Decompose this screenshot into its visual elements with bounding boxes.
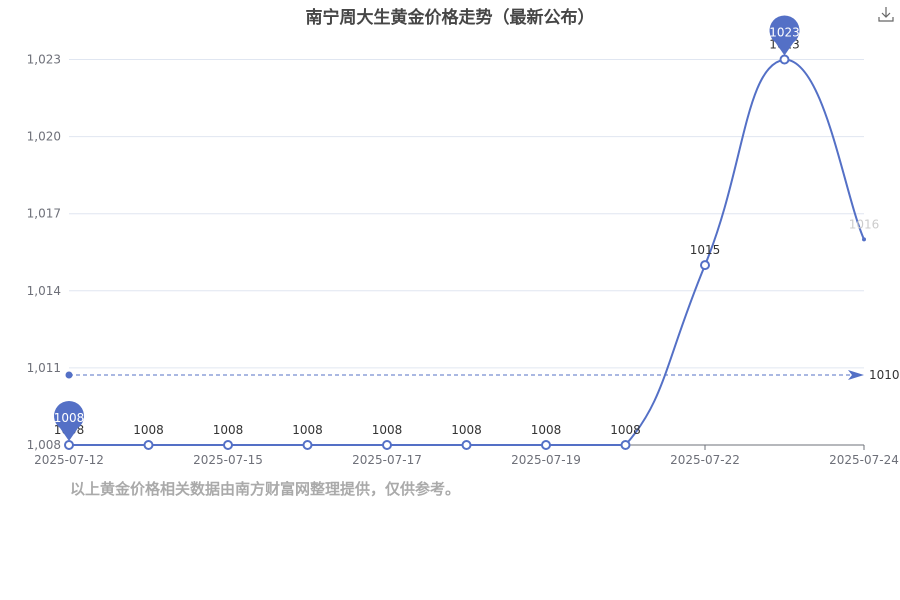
data-label: 1008 [451,423,482,437]
average-label: 1010 [869,368,900,382]
data-point [541,440,551,450]
chart-title: 南宁周大生黄金价格走势（最新公布） [305,8,595,28]
y-tick-label: 1,008 [27,438,61,452]
data-point [779,54,790,65]
data-point [620,440,631,450]
data-label: 1016 [849,217,880,231]
y-tick-label: 1,011 [27,361,61,375]
y-axis: 1,008 1,011 1,014 1,017 1,020 1,023 [27,53,61,453]
pin-label: 1023 [769,26,800,40]
data-point [302,440,313,450]
data-point [700,260,710,271]
data-label: 1008 [133,423,164,437]
data-point [223,440,233,450]
pin-label: 1008 [54,411,85,425]
data-label: 1008 [372,423,403,437]
data-point [143,440,154,450]
grid-lines [69,59,864,369]
footnote: 以上黄金价格相关数据由南方财富网整理提供，仅供参考。 [70,480,461,498]
pin-marker [769,15,800,56]
data-point [382,440,392,450]
data-point [461,440,472,450]
average-mark-line: 1010 [65,368,900,382]
data-points [64,54,866,450]
download-icon[interactable] [877,6,895,24]
x-tick-label: 2025-07-24 [829,453,899,467]
data-label: 1008 [610,423,641,437]
price-line [69,58,865,447]
y-tick-label: 1,023 [27,53,61,67]
pin-marker [54,401,84,441]
data-label: 1008 [531,423,562,437]
data-labels: 1008100810081008100810081008100810151023… [54,38,880,438]
data-point [64,440,74,450]
y-tick-label: 1,017 [27,207,61,221]
x-tick-label: 2025-07-12 [34,453,104,467]
x-tick-label: 2025-07-19 [511,453,581,467]
x-tick-label: 2025-07-17 [352,453,422,467]
y-tick-label: 1,014 [27,284,61,298]
x-tick-label: 2025-07-22 [670,453,740,467]
x-tick-label: 2025-07-15 [193,453,263,467]
mark-points: 1008 1023 [54,15,800,441]
data-label: 1008 [213,423,244,437]
data-label: 1008 [292,423,323,437]
data-label: 1015 [690,243,721,257]
y-tick-label: 1,020 [27,130,61,144]
